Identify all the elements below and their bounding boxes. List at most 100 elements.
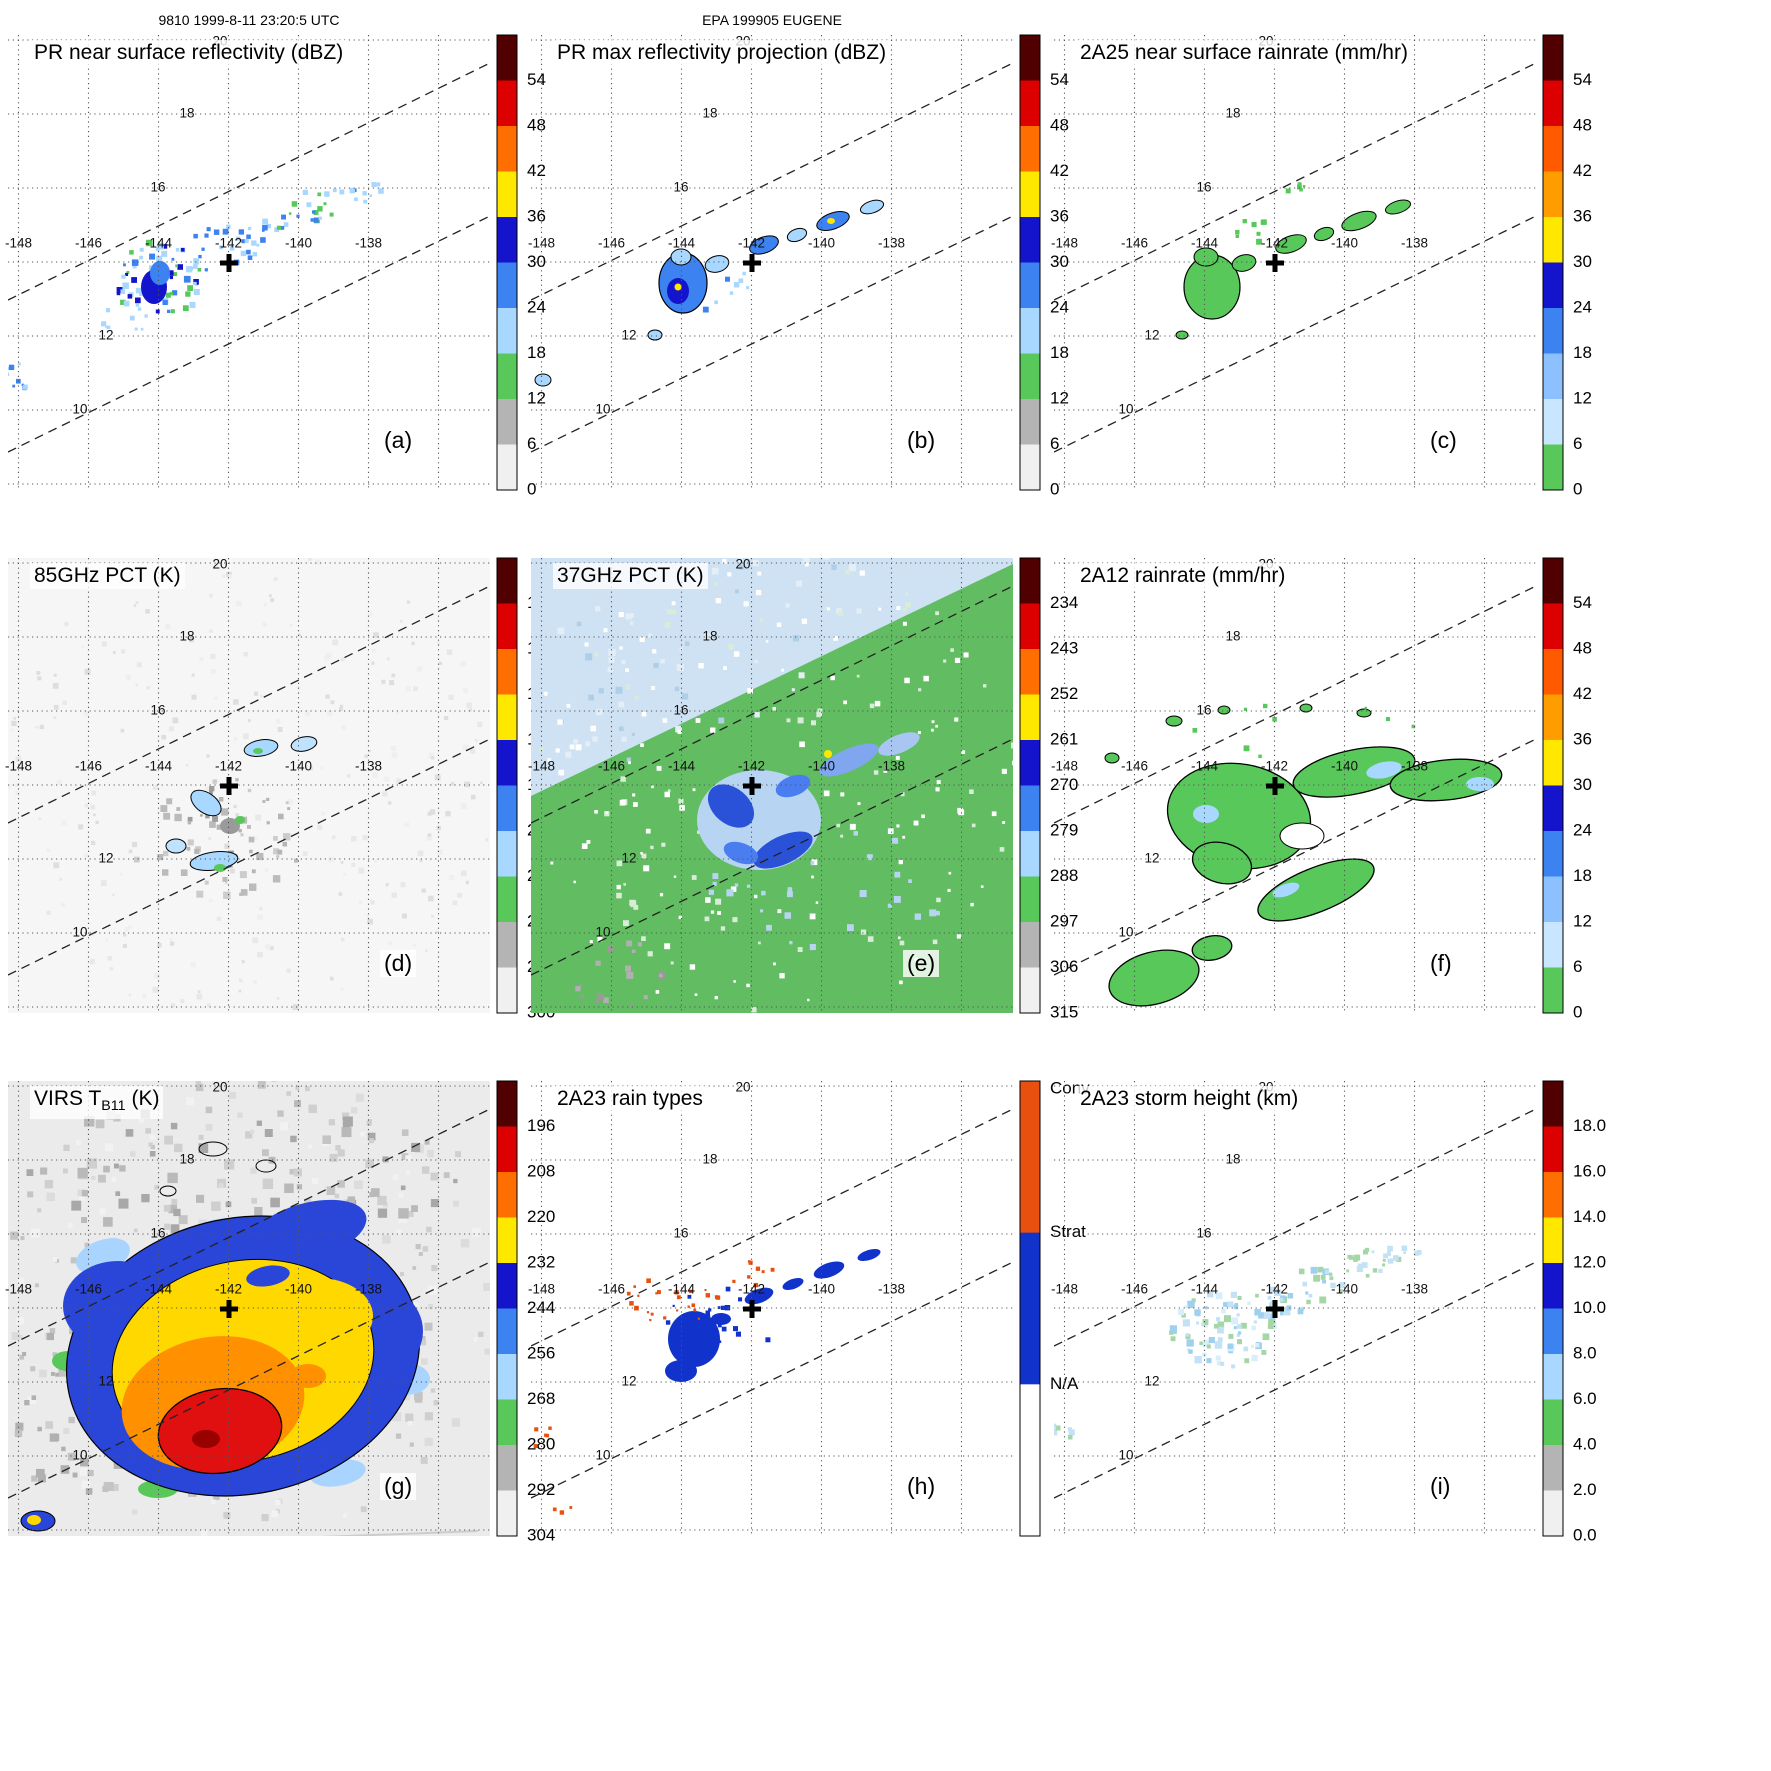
map-canvas-b: -148-146-144-142-140-1382018161210544842… [528, 34, 1069, 499]
data-field [533, 1248, 881, 1515]
panel-title-b: PR max reflectivity projection (dBZ) [553, 40, 891, 66]
colorbar-f [1542, 557, 1564, 1014]
colorbar-tick: 16.0 [1573, 1161, 1606, 1180]
colorbar-tick: 208 [527, 1161, 555, 1180]
data-field [531, 558, 1013, 1013]
lat-lon-grid [1054, 35, 1536, 490]
lon-label: -144 [145, 236, 173, 251]
colorbar-tick: 4.0 [1573, 1434, 1597, 1453]
lon-label: -146 [598, 236, 625, 251]
lon-label: -146 [1121, 759, 1148, 774]
lat-lon-grid [8, 558, 490, 1013]
orbit-timestamp-header: 9810 1999-8-11 23:20:5 UTC [158, 12, 340, 28]
colorbar-tick: 36 [1573, 729, 1592, 748]
colorbar-tick: 304 [527, 1525, 555, 1544]
storm-center-marker-icon [220, 1300, 238, 1318]
lon-label: -144 [1191, 759, 1219, 774]
colorbar-tick: 0.0 [1573, 1525, 1597, 1544]
data-field [1175, 182, 1412, 340]
lat-label: 16 [1196, 180, 1211, 195]
panel-letter-f: (f) [1426, 950, 1456, 977]
lat-label: 16 [150, 703, 165, 718]
panel-i: -148-146-144-142-140-138201816121018.016… [1051, 1080, 1618, 1545]
lat-lon-grid [531, 35, 1013, 490]
map-canvas-h: -148 -146 -144 -142 -140 -1382018161210ConvSt… [528, 1078, 1090, 1537]
panel-letter-c: (c) [1426, 427, 1461, 454]
colorbar-tick: 36 [1050, 206, 1069, 225]
lat-label: 18 [179, 1152, 194, 1167]
lon-label: -140 [1331, 759, 1358, 774]
colorbar-tick: 12.0 [1573, 1252, 1606, 1271]
lon-label: -138 [878, 1282, 905, 1297]
colorbar-tick: 54 [527, 70, 546, 89]
colorbar-tick: 279 [1050, 820, 1078, 839]
panel-title-i: 2A23 storm height (km) [1076, 1086, 1303, 1112]
colorbar-tick: 54 [1050, 70, 1069, 89]
panel-letter-b: (b) [903, 427, 940, 454]
lat-label: 16 [673, 180, 688, 195]
lon-label: -138 [878, 759, 905, 774]
colorbar-tick: 8.0 [1573, 1343, 1597, 1362]
lat-lon-grid [8, 1081, 490, 1536]
colorbar-i [1542, 1080, 1564, 1537]
colorbar-tick: 0 [1050, 479, 1059, 498]
colorbar-tick: Strat [1050, 1222, 1086, 1241]
panel-title-d: 85GHz PCT (K) [30, 563, 185, 589]
colorbar-tick: 30 [1573, 252, 1592, 271]
lat-label: 16 [150, 1226, 165, 1241]
colorbar-tick: 24 [1573, 820, 1592, 839]
lon-label: -138 [1401, 236, 1428, 251]
storm-center-marker-icon [1266, 254, 1284, 272]
panel-letter-i: (i) [1426, 1473, 1455, 1500]
colorbar-tick: 36 [527, 206, 546, 225]
colorbar-tick: 256 [527, 1343, 555, 1362]
storm-center-marker-icon [743, 1300, 761, 1318]
colorbar-tick: 261 [1050, 729, 1078, 748]
colorbar-tick: 196 [527, 1116, 555, 1135]
lat-label: 12 [98, 851, 113, 866]
panel-title-g: VIRS TB11 (K) [30, 1086, 164, 1120]
colorbar-tick: 10.0 [1573, 1298, 1606, 1317]
lat-label: 18 [702, 629, 717, 644]
lat-lon-grid [531, 1081, 1013, 1536]
lon-label: -146 [75, 759, 102, 774]
lon-label: -140 [1331, 236, 1358, 251]
colorbar-tick: 14.0 [1573, 1207, 1606, 1226]
lat-label: 16 [673, 703, 688, 718]
lat-label: 10 [72, 925, 87, 940]
lat-label: 10 [595, 402, 610, 417]
lat-label: 20 [735, 1080, 750, 1095]
map-canvas-i: -148-146-144-142-140-138201816121018.016… [1051, 1080, 1606, 1545]
colorbar-c [1542, 34, 1564, 491]
lon-label: -146 [1121, 1282, 1148, 1297]
lat-label: 12 [1144, 1374, 1159, 1389]
panel-letter-a: (a) [380, 427, 417, 454]
data-field [1054, 1245, 1422, 1440]
lat-label: 20 [212, 557, 227, 572]
lat-label: 12 [98, 328, 113, 343]
panel-d: -148-146-144-142-140-1382018161210111132… [5, 557, 572, 1022]
lat-label: 12 [1144, 328, 1159, 343]
lon-label: -144 [668, 759, 696, 774]
swath-edge-line [1054, 1108, 1536, 1347]
colorbar-tick: 297 [1050, 911, 1078, 930]
lon-label: -144 [1191, 1282, 1219, 1297]
panel-a: -148-146-144-142-140-1382018161210544842… [5, 34, 572, 499]
panel-h: -148 -146 -144 -142 -140 -138 20 18 16 12 10 Conv St… [528, 1078, 1095, 1537]
lat-label: 18 [179, 106, 194, 121]
panel-e: -148 -146 -144 -142 -140 -138 20 18 16 12 10 234 243… [528, 557, 1095, 1022]
swath-edge-line [1054, 738, 1536, 976]
lat-label: 10 [1118, 402, 1133, 417]
data-field [8, 182, 384, 391]
data-field [8, 558, 490, 1013]
colorbar-tick: 0 [527, 479, 536, 498]
map-canvas-g: -148 -146 -144 -142 -140 -138 20 18 16 12 10 196 208… [5, 1080, 555, 1545]
lat-label: 12 [621, 328, 636, 343]
lon-label: -142 [215, 1282, 242, 1297]
colorbar-tick: 6 [1573, 957, 1582, 976]
lon-label: -138 [355, 236, 382, 251]
